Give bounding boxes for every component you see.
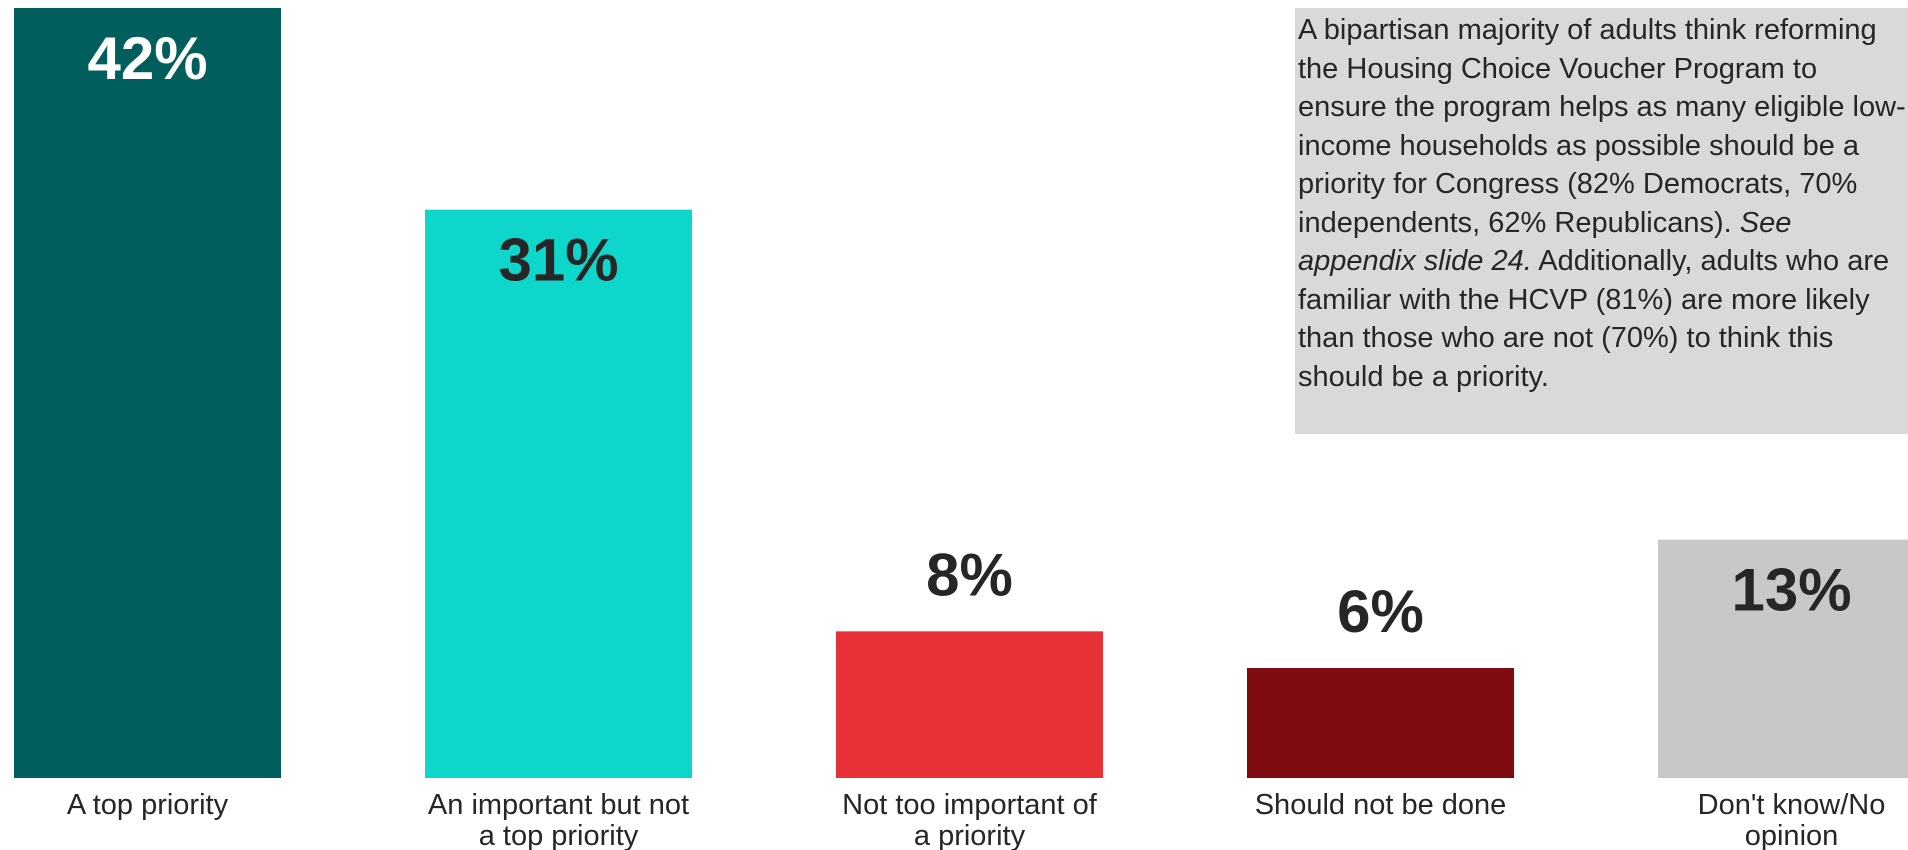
category-label-line: Not too important of: [842, 789, 1098, 821]
bar-value-label-5: 13%: [1731, 557, 1851, 624]
bar-4: [1247, 668, 1514, 778]
callout-note: A bipartisan majority of adults think re…: [1295, 8, 1908, 434]
category-label-1: A top priority: [67, 789, 229, 821]
bar-value-label-1: 42%: [87, 25, 207, 92]
bar-2: [425, 209, 692, 778]
category-label-4: Should not be done: [1255, 789, 1507, 821]
category-label-line: opinion: [1745, 820, 1839, 850]
category-label-2: An important but not a top priority: [428, 789, 689, 850]
callout-text-continued: Additionally, adults who are familiar wi…: [1298, 245, 1890, 393]
callout-text: A bipartisan majority of adults think re…: [1298, 14, 1906, 239]
bar-1: [14, 8, 281, 778]
category-label-line: Should not be done: [1255, 789, 1507, 821]
category-label-line: a top priority: [479, 820, 639, 850]
category-label-3: Not too important of a priority: [842, 789, 1098, 850]
callout-appendix-reference: See appendix slide 24.: [1298, 206, 1792, 278]
category-label-line: Don't know/No: [1698, 789, 1886, 821]
bar-3: [836, 631, 1103, 778]
category-label-line: An important but not: [428, 789, 689, 821]
category-label-5: Don't know/No opinion: [1698, 789, 1886, 850]
category-label-line: A top priority: [67, 789, 229, 821]
bar-value-label-2: 31%: [498, 227, 618, 294]
category-label-line: a priority: [914, 820, 1026, 850]
bar-value-label-3: 8%: [926, 541, 1013, 608]
bar-5: [1658, 539, 1908, 778]
bar-value-label-4: 6%: [1337, 578, 1424, 645]
